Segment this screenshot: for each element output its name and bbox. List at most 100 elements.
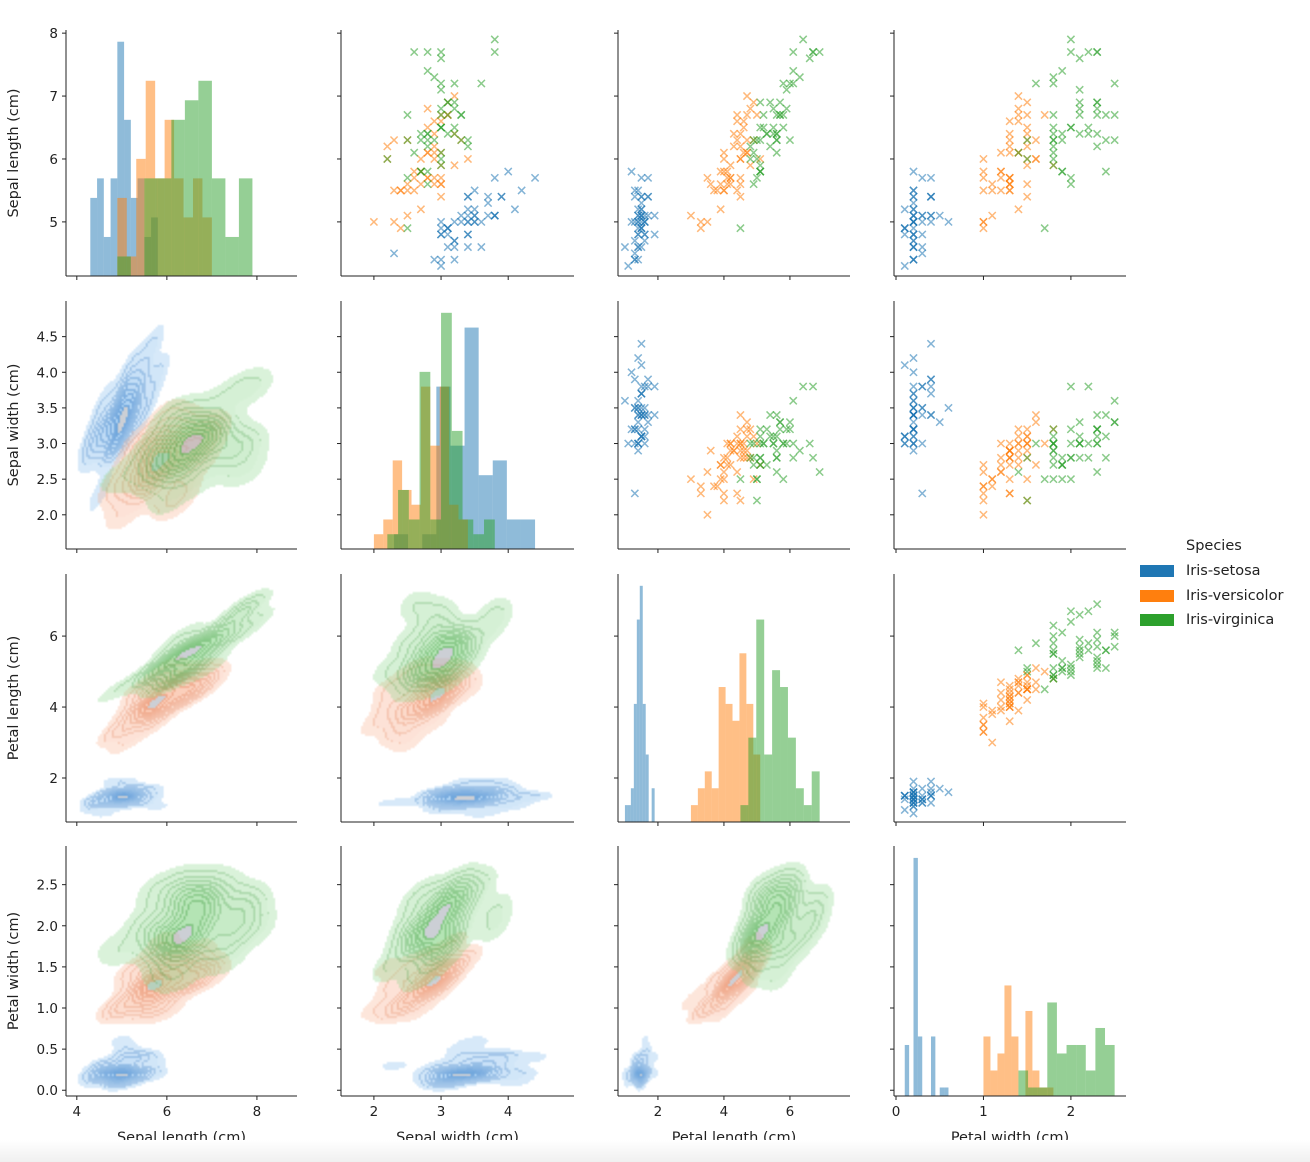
scatter-point-virginica [805, 439, 814, 448]
scatter-point-virginica [769, 104, 778, 113]
scatter-point-versicolor [979, 496, 988, 505]
scatter-point-virginica [756, 453, 765, 462]
scatter-point-versicolor [430, 154, 439, 164]
scatter-point-versicolor [1023, 446, 1032, 455]
scatter-point-setosa [389, 249, 399, 258]
scatter-point-virginica [1066, 617, 1076, 627]
y-axis-label: Petal width (cm) [6, 912, 22, 1030]
scatter-point-setosa [637, 173, 646, 182]
scatter-point-versicolor [746, 104, 755, 113]
scatter-point-virginica [756, 98, 765, 107]
hist-bar-virginica [1056, 1053, 1067, 1096]
hist-bar-virginica [225, 236, 239, 276]
scatter-point-virginica [1023, 663, 1032, 673]
scatter-point-versicolor [1005, 148, 1014, 157]
scatter-point-versicolor [723, 439, 732, 448]
scatter-point-virginica [772, 148, 781, 157]
scatter-point-virginica [756, 167, 765, 176]
scatter-point-virginica [1049, 135, 1058, 145]
scatter-point-versicolor [1023, 670, 1032, 680]
scatter-point-setosa [900, 230, 909, 239]
scatter-point-virginica [1110, 642, 1119, 651]
scatter-point-setosa [634, 410, 643, 420]
scatter-point-versicolor [1005, 681, 1014, 690]
scatter-point-versicolor [1005, 142, 1014, 151]
scatter-point-versicolor [703, 217, 712, 227]
scatter-point-setosa [470, 211, 479, 220]
scatter-point-virginica [1066, 607, 1076, 616]
y-tick-label: 8 [49, 26, 58, 42]
scatter-point-versicolor [988, 180, 997, 189]
scatter-point-setosa [443, 242, 452, 252]
hist-bar-virginica [430, 519, 442, 549]
scatter-point-virginica [1049, 432, 1058, 441]
scatter-point-setosa [483, 192, 493, 201]
x-tick-label: 4 [73, 1104, 82, 1120]
scatter-point-versicolor [686, 475, 696, 484]
scatter-point-versicolor [450, 161, 459, 170]
scatter-point-virginica [756, 135, 765, 145]
scatter-point-virginica [423, 129, 432, 138]
scatter-point-setosa [630, 186, 639, 195]
hist-bar-setosa [110, 178, 118, 276]
scatter-point-versicolor [716, 167, 725, 176]
scatter-point-versicolor [703, 510, 712, 519]
scatter-point-versicolor [736, 425, 745, 434]
scatter-point-virginica [1058, 460, 1067, 470]
scatter-point-setosa [900, 805, 909, 815]
scatter-point-virginica [1110, 79, 1119, 88]
scatter-point-virginica [436, 79, 446, 88]
scatter-point-virginica [1066, 123, 1076, 132]
scatter-point-setosa [909, 353, 918, 363]
scatter-point-virginica [457, 110, 466, 120]
scatter-point-versicolor [979, 699, 988, 708]
scatter-point-versicolor [1031, 678, 1041, 687]
scatter-point-setosa [918, 403, 927, 413]
scatter-point-setosa [463, 217, 473, 227]
panel-0-2 [614, 30, 850, 280]
hist-bar-setosa [130, 197, 138, 276]
scatter-point-virginica [808, 453, 818, 462]
scatter-point-versicolor [696, 224, 705, 233]
scatter-point-setosa [634, 230, 643, 239]
hist-bar-virginica [419, 371, 431, 549]
scatter-point-setosa [643, 382, 653, 391]
hist-bar-virginica [764, 754, 773, 822]
scatter-point-virginica [436, 148, 446, 157]
y-tick-label: 2.0 [37, 508, 58, 524]
scatter-point-setosa [918, 382, 927, 391]
scatter-point-setosa [517, 186, 526, 195]
legend-swatch-versicolor [1140, 589, 1174, 602]
scatter-point-setosa [640, 211, 649, 220]
hist-bar-versicolor [997, 1053, 1005, 1096]
scatter-point-versicolor [713, 186, 722, 195]
scatter-point-versicolor [410, 173, 419, 182]
scatter-point-virginica [772, 135, 781, 145]
scatter-point-versicolor [1023, 98, 1032, 107]
scatter-point-versicolor [713, 482, 722, 491]
scatter-point-versicolor [742, 148, 752, 157]
hist-bar-versicolor [704, 771, 712, 822]
scatter-point-virginica [1031, 79, 1041, 88]
scatter-point-versicolor [996, 460, 1006, 470]
scatter-point-virginica [1058, 129, 1067, 138]
scatter-point-versicolor [396, 186, 405, 195]
scatter-point-virginica [403, 135, 412, 145]
hist-bar-versicolor [718, 687, 726, 822]
scatter-point-setosa [918, 217, 927, 227]
scatter-point-versicolor [979, 482, 988, 491]
scatter-point-versicolor [736, 142, 745, 151]
scatter-point-virginica [1014, 467, 1023, 477]
scatter-point-versicolor [1023, 695, 1032, 705]
scatter-point-versicolor [389, 135, 399, 145]
scatter-point-virginica [795, 446, 804, 455]
scatter-point-setosa [944, 217, 953, 227]
scatter-point-versicolor [1014, 425, 1023, 434]
scatter-point-versicolor [988, 475, 997, 484]
hist-bar-versicolor [725, 703, 733, 822]
y-tick-label: 4 [49, 700, 58, 716]
scatter-point-virginica [1049, 73, 1058, 82]
scatter-point-virginica [410, 47, 419, 57]
scatter-point-virginica [779, 79, 788, 88]
y-axis-label: Petal length (cm) [6, 636, 22, 761]
